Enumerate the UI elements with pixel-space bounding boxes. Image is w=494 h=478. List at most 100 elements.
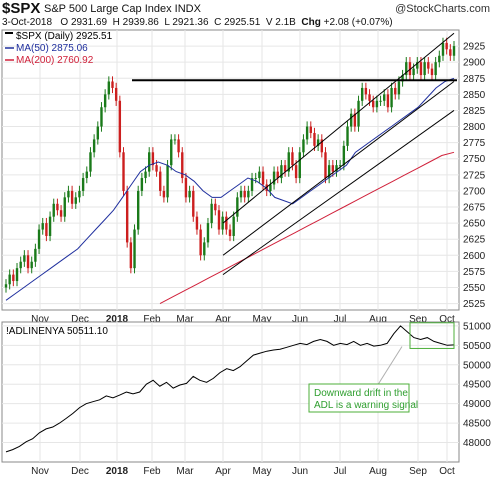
candle-body (59, 210, 63, 217)
adl-x-tick-label: Sep (409, 466, 427, 477)
candle-body (320, 139, 324, 153)
candle-body (140, 178, 144, 191)
candle-body (67, 190, 70, 198)
open-value: 2931.69 (70, 17, 108, 28)
candle-body (375, 100, 379, 108)
price-y-tick-label: 2750 (463, 154, 486, 165)
channel-upper-line (222, 32, 455, 224)
candle-body (48, 216, 52, 236)
open-label: O (60, 17, 69, 28)
candle-body (316, 139, 320, 146)
candle-body (445, 42, 448, 50)
price-y-tick-label: 2700 (463, 186, 486, 197)
candle-body (148, 152, 151, 172)
price-y-tick-label: 2850 (463, 90, 486, 101)
candle-body (364, 87, 368, 95)
adl-line (5, 325, 455, 453)
price-x-tick-label: Nov (31, 314, 49, 325)
candle-body (236, 197, 239, 217)
adl-x-tick-label: Apr (215, 466, 231, 477)
candle-body (103, 94, 107, 108)
candle-body (206, 223, 210, 243)
candle-body (327, 165, 331, 179)
candle-body (19, 261, 22, 269)
quote-date: 3-Oct-2018 (2, 17, 53, 28)
candle-body (250, 178, 254, 191)
candle-body (133, 229, 136, 269)
adl-x-tick-label: Feb (143, 466, 161, 477)
price-y-tick-label: 2925 (463, 42, 486, 53)
candle-body (173, 139, 177, 141)
adl-x-tick-label: Nov (31, 466, 49, 477)
price-x-tick-label: Sep (409, 314, 427, 325)
watermark: @StockCharts.com (395, 3, 490, 15)
candle-body (430, 68, 434, 76)
candle-body (423, 62, 426, 76)
close-label: C (214, 17, 222, 28)
price-x-tick-label: Mar (176, 314, 194, 325)
price-x-tick-label: 2018 (106, 314, 129, 325)
candle-body (449, 49, 452, 56)
price-y-tick-label: 2550 (463, 283, 486, 294)
candle-body (221, 216, 224, 230)
candle-body (70, 190, 74, 204)
candle-body (166, 165, 169, 198)
high-label: H (112, 17, 120, 28)
candle-body (26, 255, 30, 269)
price-y-tick-label: 2575 (463, 267, 486, 278)
candle-body (416, 62, 419, 69)
candle-body (89, 152, 92, 172)
candle-body (232, 216, 235, 236)
price-legend-label: $SPX (Daily) 2925.51 (16, 31, 113, 42)
candle-body (74, 197, 77, 204)
adl-x-tick-label: Aug (369, 466, 387, 477)
price-y-tick-label: 2625 (463, 235, 486, 246)
candle-body (438, 55, 441, 63)
candle-body (23, 255, 26, 262)
candle-body (379, 100, 382, 102)
candle-body (261, 171, 265, 185)
price-x-tick-label: Apr (215, 314, 231, 325)
candle-body (210, 203, 213, 224)
candle-body (15, 268, 19, 282)
candle-body (397, 81, 401, 95)
candle-body (313, 132, 316, 146)
price-panel-frame (1, 29, 460, 311)
candle-body (12, 274, 15, 282)
candle-body (181, 152, 184, 179)
candle-body (85, 171, 88, 179)
candle-body (360, 87, 364, 101)
price-x-tick-label: Dec (71, 314, 89, 325)
candle-body (434, 62, 437, 76)
candle-body (217, 210, 221, 230)
candle-body (342, 145, 346, 166)
candle-body (254, 178, 257, 180)
candle-body (129, 242, 133, 269)
candle-body (452, 46, 456, 56)
candle-body (401, 75, 404, 82)
candle-body (188, 190, 191, 198)
adl-x-tick-label: May (253, 466, 272, 477)
change-value: +2.08 (+0.07%) (323, 17, 393, 28)
high-value: 2939.86 (122, 17, 159, 28)
candle-body (151, 152, 155, 166)
annotation-box (308, 383, 410, 413)
candle-body (203, 242, 206, 256)
candle-body (258, 171, 261, 179)
adl-y-tick-label: 51000 (463, 321, 491, 332)
candle-body (412, 68, 415, 76)
annotation-text: ADL is a warning signal (314, 400, 418, 411)
price-y-tick-label: 2875 (463, 74, 486, 85)
candle-body (291, 152, 294, 166)
candle-body (199, 229, 202, 256)
candle-body (305, 126, 309, 140)
candle-body (114, 87, 118, 101)
price-y-tick-label: 2825 (463, 106, 486, 117)
candle-body (195, 216, 199, 230)
candle-body (155, 165, 158, 172)
candle-body (239, 190, 243, 198)
candle-body (419, 62, 423, 76)
price-x-tick-label: Aug (369, 314, 387, 325)
quote-line: 3-Oct-2018 O 2931.69 H 2939.86 L 2921.36… (2, 17, 393, 28)
